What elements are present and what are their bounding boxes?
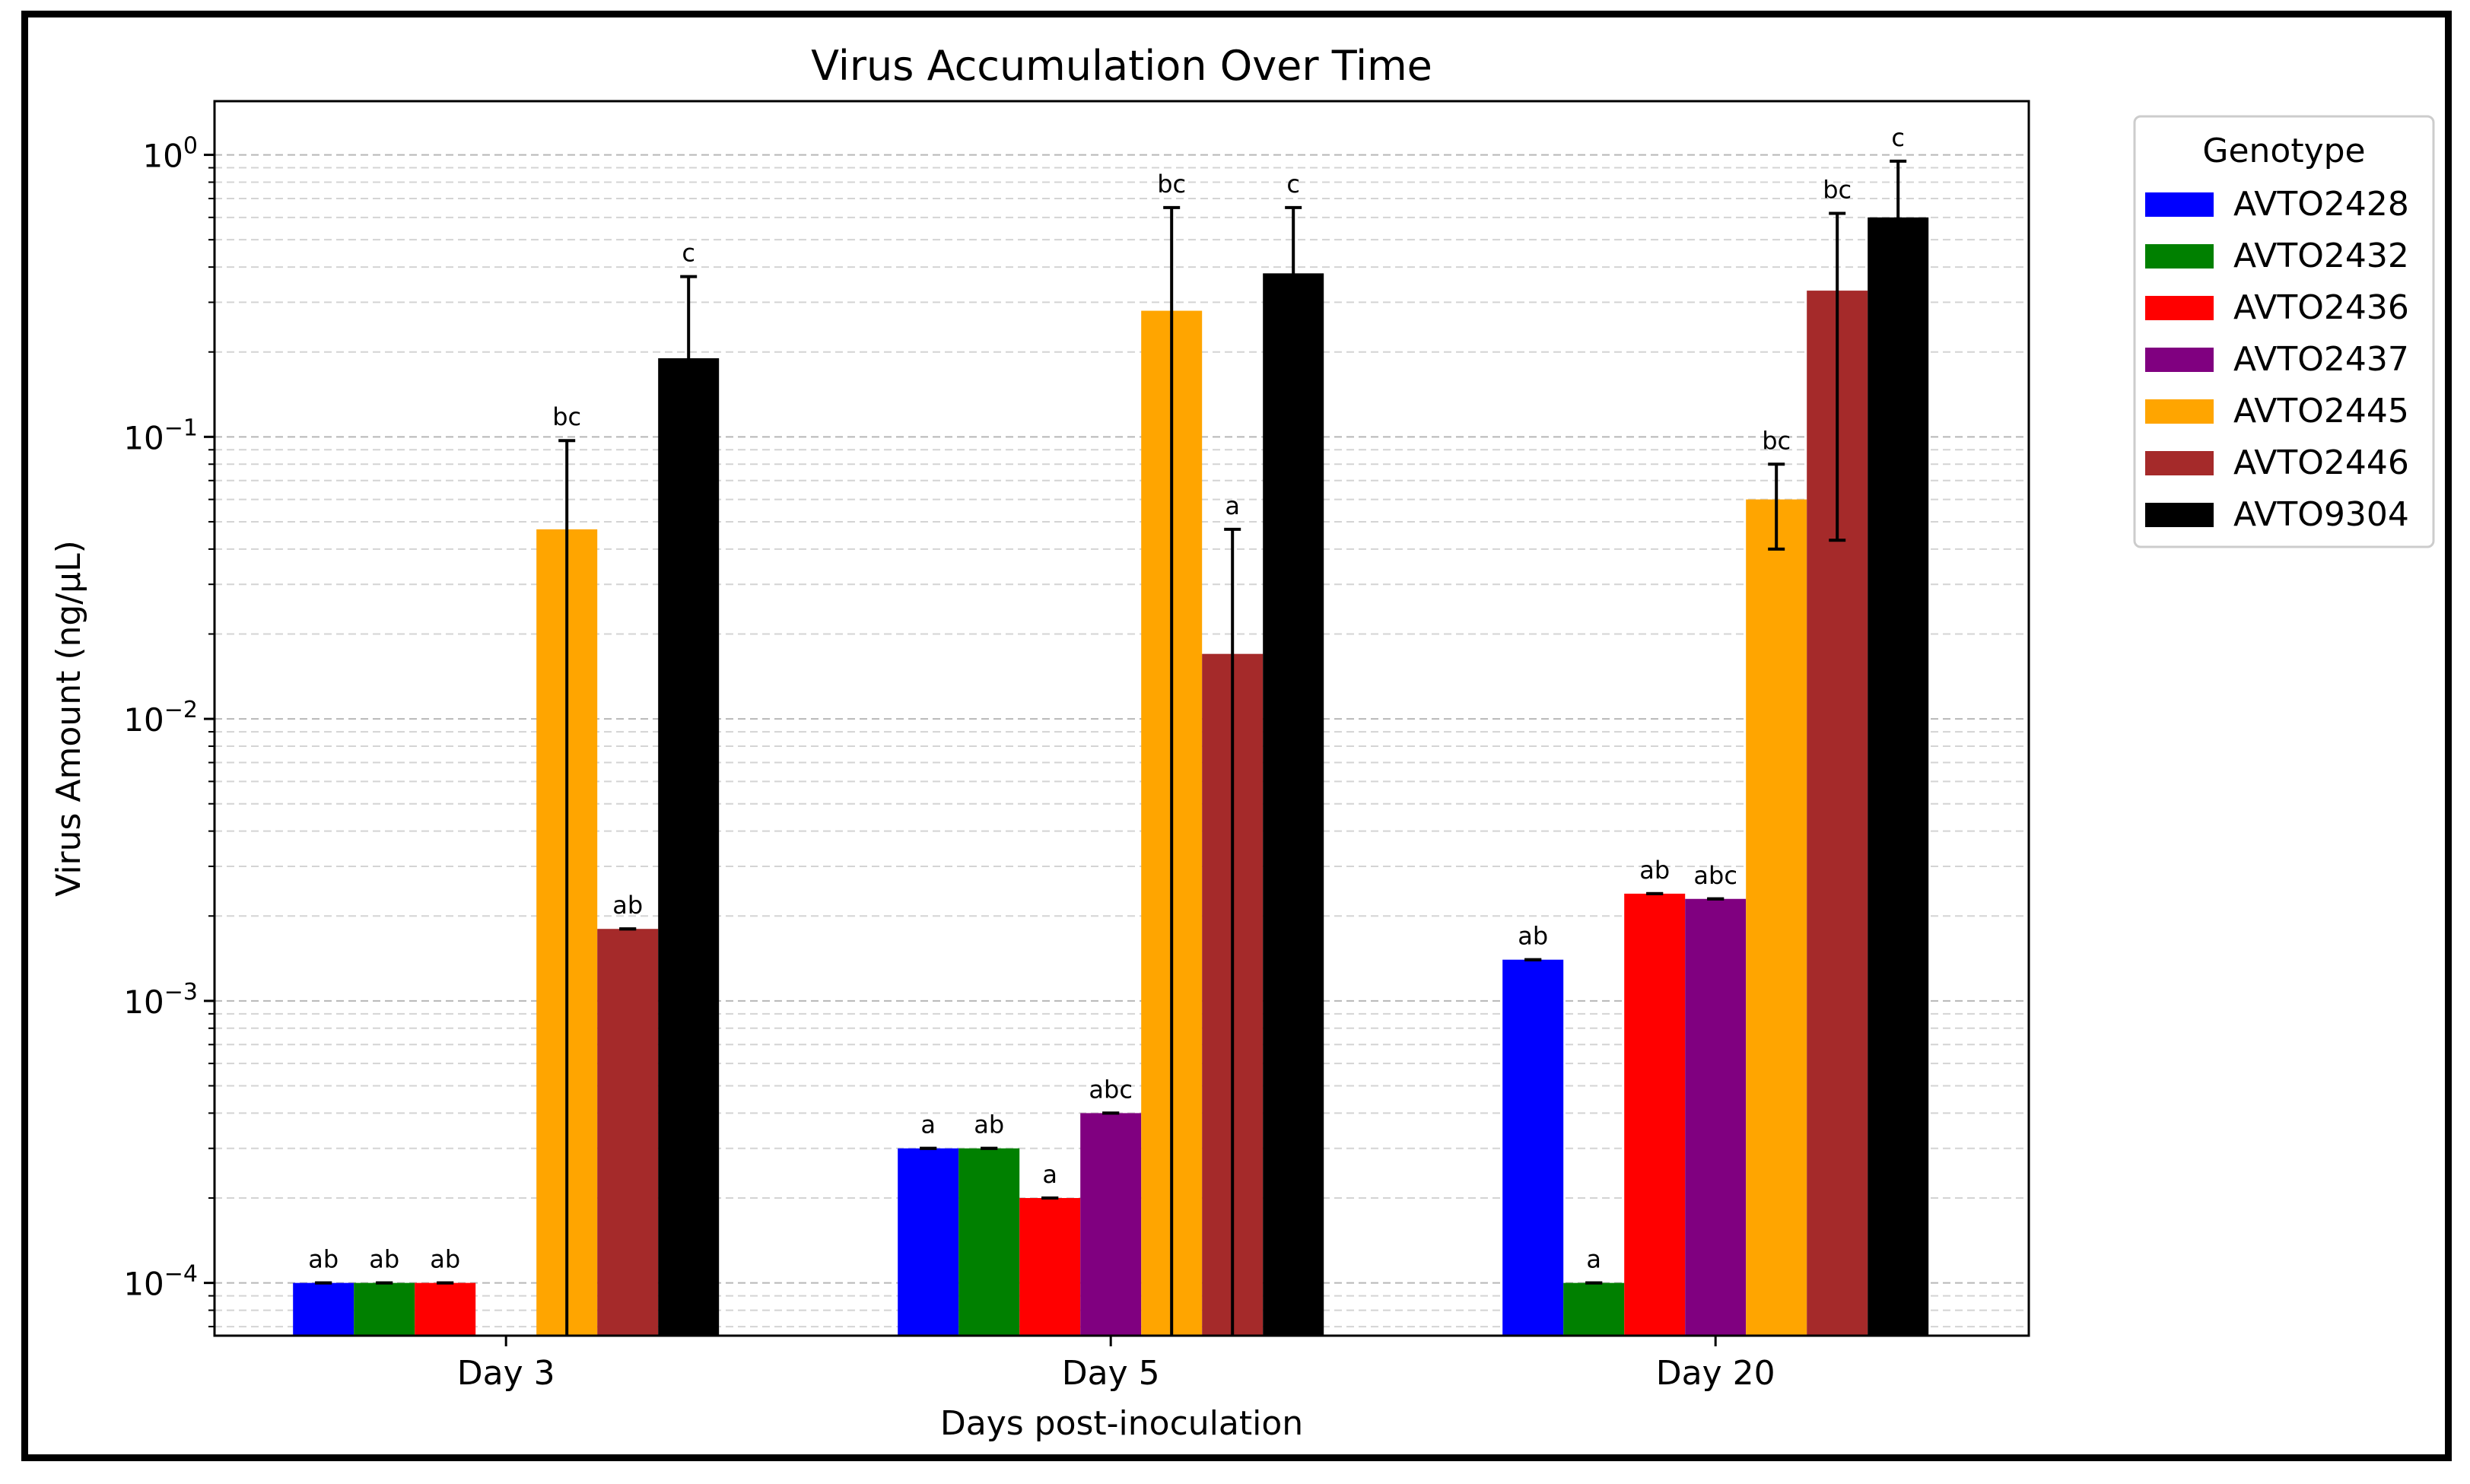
significance-letter: abc <box>1693 861 1737 890</box>
y-tick-label: 10−2 <box>123 697 198 739</box>
significance-letter: bc <box>1823 176 1852 205</box>
bar-avto2445-day-20 <box>1746 499 1807 1336</box>
legend-label: AVTO2436 <box>2233 288 2409 327</box>
bar-avto2437-day-5 <box>1080 1113 1142 1336</box>
legend-swatch <box>2145 348 2214 372</box>
chart-title: Virus Accumulation Over Time <box>811 42 1432 90</box>
legend-swatch <box>2145 244 2214 269</box>
significance-letter: bc <box>552 402 581 431</box>
error-bars <box>315 159 1907 1336</box>
legend-swatch <box>2145 503 2214 527</box>
x-axis-label: Days post-inoculation <box>940 1404 1303 1443</box>
significance-letter: ab <box>974 1111 1004 1139</box>
legend-label: AVTO2432 <box>2233 237 2409 275</box>
legend-label: AVTO2437 <box>2233 340 2409 379</box>
significance-letter: ab <box>430 1245 460 1274</box>
legend-swatch <box>2145 192 2214 217</box>
bars <box>293 217 1929 1336</box>
bar-avto2436-day-3 <box>415 1282 476 1336</box>
y-tick-label: 10−1 <box>123 415 198 456</box>
y-axis-label: Virus Amount (ng/µL) <box>49 540 88 897</box>
significance-letter: a <box>1586 1245 1601 1274</box>
legend: Genotype AVTO2428 AVTO2432 AVTO2436 AVTO243… <box>2133 115 2435 548</box>
legend-title: Genotype <box>2202 132 2365 170</box>
bar-avto2428-day-20 <box>1502 959 1564 1336</box>
y-axis-ticks: 10−4 10−3 10−2 10−1 100 <box>123 133 215 1328</box>
bar-avto2432-day-3 <box>354 1282 415 1336</box>
significance-letter: a <box>1042 1160 1057 1189</box>
x-axis-ticks: Day 3 Day 5 Day 20 <box>457 1336 1775 1393</box>
significance-letter: c <box>1286 170 1300 199</box>
bar-avto2432-day-20 <box>1563 1282 1625 1336</box>
legend-swatch <box>2145 451 2214 475</box>
bar-avto2436-day-5 <box>1019 1198 1081 1336</box>
bar-avto2428-day-3 <box>293 1282 354 1336</box>
legend-label: AVTO9304 <box>2233 495 2409 534</box>
bar-avto2446-day-3 <box>597 929 659 1336</box>
significance-letter: bc <box>1762 426 1791 455</box>
figure-frame: ab a ab ab ab a ab a ab abc abc bc bc bc ab a bc c c c 10−4… <box>21 11 2452 1461</box>
legend-swatch <box>2145 399 2214 424</box>
significance-letter: ab <box>612 891 643 920</box>
bar-avto9304-day-20 <box>1868 217 1929 1336</box>
significance-letter: a <box>920 1111 936 1139</box>
bar-avto2432-day-5 <box>958 1148 1020 1336</box>
bar-avto2436-day-20 <box>1624 893 1686 1336</box>
significance-letter: abc <box>1089 1075 1133 1104</box>
legend-label: AVTO2446 <box>2233 443 2409 482</box>
legend-label: AVTO2445 <box>2233 392 2409 431</box>
significance-letter: ab <box>1518 922 1548 951</box>
significance-letter: c <box>1891 123 1905 152</box>
significance-letter: a <box>1225 491 1240 520</box>
significance-letter: bc <box>1157 170 1186 199</box>
bar-avto9304-day-5 <box>1263 273 1324 1336</box>
legend-label: AVTO2428 <box>2233 185 2409 224</box>
significance-letter: ab <box>1639 856 1670 885</box>
bar-avto2428-day-5 <box>898 1148 959 1336</box>
x-tick-label: Day 3 <box>457 1354 555 1393</box>
y-tick-label: 10−4 <box>123 1261 198 1303</box>
bar-avto2437-day-20 <box>1685 898 1747 1336</box>
legend-items: AVTO2428 AVTO2432 AVTO2436 AVTO2437 AVTO2445… <box>2145 185 2409 534</box>
significance-letter: c <box>682 239 695 268</box>
y-tick-label: 100 <box>142 133 198 175</box>
y-tick-label: 10−3 <box>123 979 198 1021</box>
legend-box <box>2133 115 2435 548</box>
legend-swatch <box>2145 296 2214 320</box>
significance-letter: ab <box>369 1245 399 1274</box>
x-tick-label: Day 5 <box>1062 1354 1160 1393</box>
significance-letter: ab <box>308 1245 339 1274</box>
x-tick-label: Day 20 <box>1656 1354 1775 1393</box>
